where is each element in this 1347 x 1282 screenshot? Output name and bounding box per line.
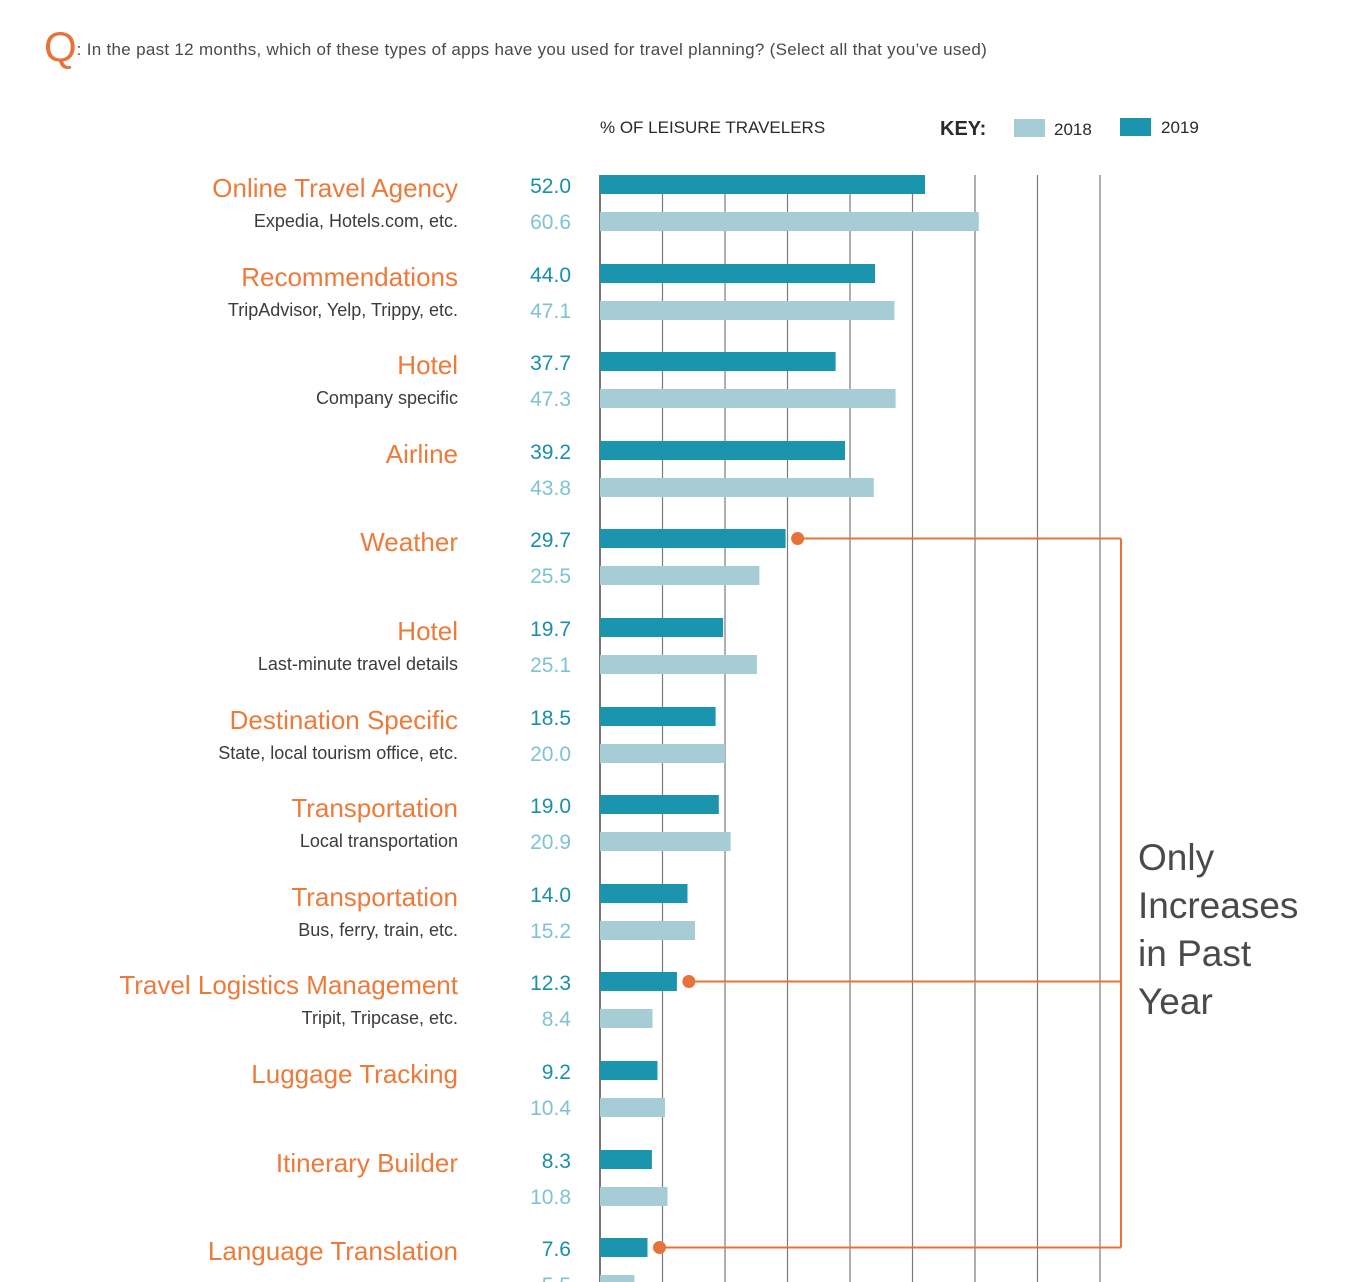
category-label: Language Translation <box>208 1236 458 1266</box>
category-sublabel: Last-minute travel details <box>258 654 458 674</box>
value-label-2019: 8.3 <box>542 1150 571 1173</box>
bar-2018 <box>600 301 895 320</box>
bar-2019 <box>600 795 719 814</box>
annotation-line-1: Only <box>1138 837 1215 878</box>
question: Q: In the past 12 months, which of these… <box>44 26 987 68</box>
value-label-2018: 25.5 <box>530 565 571 588</box>
annotation-line-3: in Past <box>1138 933 1252 974</box>
category-label: Online Travel Agency <box>212 173 458 203</box>
category-sublabel: Local transportation <box>300 831 458 851</box>
category-label: Transportation <box>291 793 458 823</box>
legend-label-2019: 2019 <box>1161 118 1199 137</box>
category-label: Luggage Tracking <box>251 1059 458 1089</box>
category-label: Hotel <box>397 616 458 646</box>
bar-2019 <box>600 441 845 460</box>
value-label-2018: 8.4 <box>542 1008 572 1031</box>
axis-label: % OF LEISURE TRAVELERS <box>600 118 825 137</box>
bar-2019 <box>600 1150 652 1169</box>
legend-swatch-2018 <box>1014 119 1045 137</box>
bar-2019 <box>600 175 925 194</box>
annotation: Only Increases in Past Year <box>653 532 1298 1254</box>
bar-2018 <box>600 1009 653 1028</box>
value-label-2018: 20.0 <box>530 743 571 766</box>
category-label: Hotel <box>397 350 458 380</box>
legend-label-2018: 2018 <box>1054 120 1092 139</box>
bar-2018 <box>600 1275 635 1282</box>
category-label: Weather <box>360 527 458 557</box>
value-label-2018: 25.1 <box>530 654 571 677</box>
category-sublabel: State, local tourism office, etc. <box>218 743 458 763</box>
annotation-dot <box>682 975 696 988</box>
bar-2019 <box>600 884 688 903</box>
category-label: Recommendations <box>241 262 458 292</box>
bar-2019 <box>600 618 724 637</box>
bar-2018 <box>600 832 731 851</box>
bar-2019 <box>600 972 677 991</box>
category-label: Destination Specific <box>230 705 458 735</box>
question-letter: Q <box>44 23 77 70</box>
bar-2018 <box>600 212 979 231</box>
category-sublabel: Bus, ferry, train, etc. <box>298 920 458 940</box>
annotation-line-2: Increases <box>1138 885 1298 926</box>
value-label-2018: 47.3 <box>530 388 571 411</box>
value-label-2019: 14.0 <box>530 884 571 907</box>
value-label-2019: 18.5 <box>530 707 571 730</box>
value-label-2019: 7.6 <box>542 1238 571 1261</box>
value-label-2019: 52.0 <box>530 175 571 198</box>
question-text: : In the past 12 months, which of these … <box>76 40 988 59</box>
value-label-2018: 5.5 <box>542 1274 571 1282</box>
bar-2019 <box>600 352 836 371</box>
value-label-2019: 39.2 <box>530 441 571 464</box>
bar-2018 <box>600 478 874 497</box>
value-label-2019: 19.0 <box>530 795 571 818</box>
bar-2018 <box>600 1187 668 1206</box>
bar-2018 <box>600 655 757 674</box>
value-label-2018: 47.1 <box>530 300 571 323</box>
category-label: Travel Logistics Management <box>119 970 458 1000</box>
annotation-dot <box>653 1241 666 1254</box>
category-label: Airline <box>386 439 458 469</box>
value-label-2019: 12.3 <box>530 972 571 995</box>
category-label: Transportation <box>291 882 458 912</box>
category-labels: Online Travel Agency Expedia, Hotels.com,… <box>119 173 458 1266</box>
value-label-2018: 15.2 <box>530 920 571 943</box>
bar-2018 <box>600 921 695 940</box>
value-label-2019: 9.2 <box>542 1061 571 1084</box>
bar-2019 <box>600 264 875 283</box>
key-label: KEY: <box>940 118 986 140</box>
annotation-dot <box>791 532 805 545</box>
value-label-2019: 44.0 <box>530 264 571 287</box>
value-label-2019: 37.7 <box>530 352 571 375</box>
gridlines <box>599 175 1101 1282</box>
category-sublabel: Expedia, Hotels.com, etc. <box>254 211 458 231</box>
bar-2018 <box>600 566 760 585</box>
bar-2019 <box>600 1061 658 1080</box>
bar-2018 <box>600 744 725 763</box>
annotation-line-4: Year <box>1138 981 1213 1022</box>
value-label-2018: 20.9 <box>530 831 571 854</box>
value-labels: 52.0 60.6 44.0 47.1 37.7 47.3 39.2 43.8 29.7 25.5… <box>530 175 571 1282</box>
bars <box>600 175 979 1282</box>
category-label: Itinerary Builder <box>276 1148 458 1178</box>
legend-swatch-2019 <box>1120 118 1151 136</box>
bar-2019 <box>600 707 716 726</box>
category-sublabel: Tripit, Tripcase, etc. <box>302 1008 458 1028</box>
category-sublabel: TripAdvisor, Yelp, Trippy, etc. <box>228 300 458 320</box>
value-label-2018: 10.4 <box>530 1097 571 1120</box>
bar-2018 <box>600 389 896 408</box>
category-sublabel: Company specific <box>316 388 458 408</box>
bar-2019 <box>600 529 786 548</box>
value-label-2018: 10.8 <box>530 1186 571 1209</box>
value-label-2019: 29.7 <box>530 529 571 552</box>
value-label-2019: 19.7 <box>530 618 571 641</box>
bar-2019 <box>600 1238 648 1257</box>
chart-header: % OF LEISURE TRAVELERS KEY: 2018 2019 <box>600 118 1199 140</box>
bar-2018 <box>600 1098 665 1117</box>
value-label-2018: 60.6 <box>530 211 571 234</box>
value-label-2018: 43.8 <box>530 477 571 500</box>
